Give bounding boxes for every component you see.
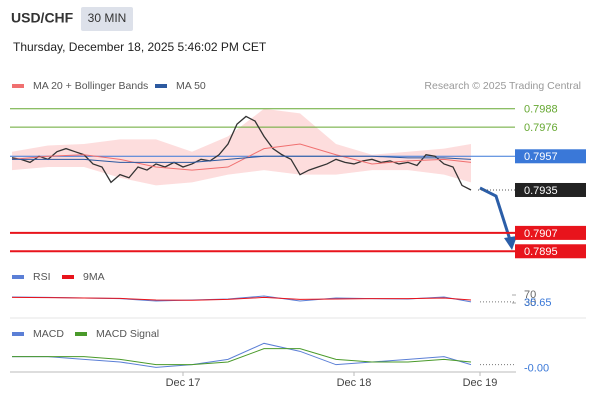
x-tick-label: Dec 19 xyxy=(463,377,498,389)
datetime: Thursday, December 18, 2025 5:46:02 PM C… xyxy=(13,40,267,54)
legend-label: MACD Signal xyxy=(96,328,159,340)
legend-swatch xyxy=(62,275,74,279)
legend-swatch xyxy=(75,332,87,336)
interval[interactable]: 30 MIN xyxy=(88,11,127,25)
legend-label: MA 50 xyxy=(176,80,206,92)
level-label: 0.7895 xyxy=(524,246,558,258)
level-label: 0.7957 xyxy=(524,151,558,163)
legend-label: RSI xyxy=(33,271,51,283)
x-tick-label: Dec 17 xyxy=(166,377,201,389)
legend-label: MA 20 + Bollinger Bands xyxy=(33,80,148,92)
symbol: USD/CHF xyxy=(11,10,74,26)
level-box xyxy=(515,182,586,197)
level-box xyxy=(515,244,586,259)
level-label: 0.7976 xyxy=(524,122,558,134)
annotation: Research © 2025 Trading Central xyxy=(424,80,581,92)
forecast-arrowhead xyxy=(504,236,517,250)
bollinger-band xyxy=(12,108,471,186)
last-value-label: -0.00 xyxy=(524,363,549,375)
last-value-label: 35.65 xyxy=(524,297,552,309)
interval-box[interactable] xyxy=(81,7,133,31)
series-line xyxy=(12,342,472,368)
forecast-arrow xyxy=(479,186,513,244)
level-box xyxy=(515,149,586,164)
level-label: 0.7988 xyxy=(524,104,558,116)
level-label: 0.7935 xyxy=(524,185,558,197)
legend-swatch xyxy=(12,275,24,279)
legend-label: MACD xyxy=(33,328,64,340)
series-line xyxy=(12,155,472,163)
legend-swatch xyxy=(12,332,24,336)
y-tick-label: 30 xyxy=(524,297,536,309)
legend-label: 9MA xyxy=(83,271,105,283)
level-label: 0.7907 xyxy=(524,228,558,240)
x-tick-label: Dec 18 xyxy=(337,377,372,389)
series-line xyxy=(11,296,472,301)
legend-swatch xyxy=(12,84,24,88)
legend-swatch xyxy=(155,84,167,88)
series-line xyxy=(12,348,472,366)
y-tick-label: 70 xyxy=(524,289,536,301)
level-box xyxy=(515,225,586,240)
